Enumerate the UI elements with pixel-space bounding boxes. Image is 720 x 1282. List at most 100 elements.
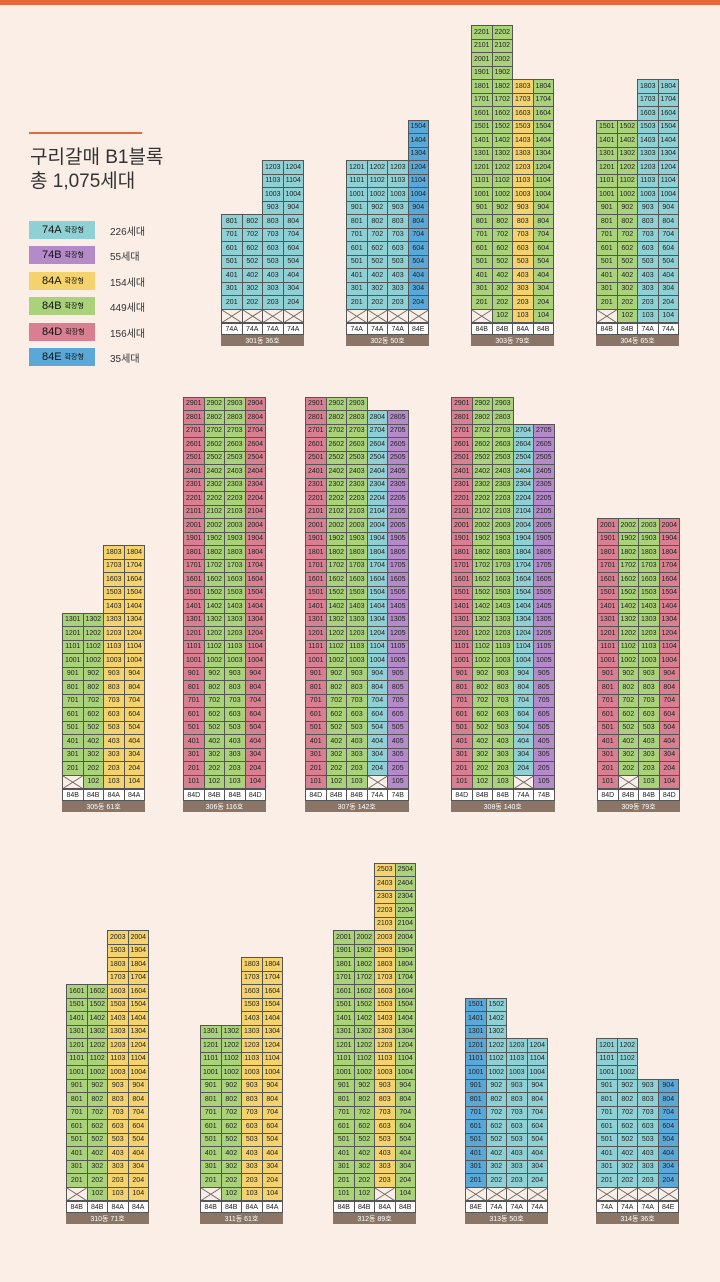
unit-cell: 1202 [220,1038,242,1053]
unit-cell: 1703 [107,970,129,985]
unit-cell: 801 [333,1092,355,1107]
unit-cell: 702 [82,693,104,708]
unit-cell: 2404 [394,876,416,891]
unit-cell: 1504 [394,997,416,1012]
unit-cell: 204 [394,1173,416,1188]
unit-cell: 101 [333,1186,355,1201]
unit-cell: 403 [241,1146,263,1161]
unit-cell: 1802 [491,79,513,94]
unit-cell: 1304 [532,146,554,161]
empty-unit-cell [374,1186,396,1201]
unit-cell: 1604 [512,572,534,587]
unit-cell: 1304 [657,146,679,161]
unit-cell: 1103 [506,1051,528,1066]
unit-cell: 1702 [203,558,225,573]
unit-cell: 503 [637,1132,659,1147]
unit-cell: 104 [127,1186,149,1201]
unit-cell: 405 [533,734,555,749]
unit-cell: 2002 [203,518,225,533]
unit-cell: 2803 [224,410,246,425]
unit-cell: 901 [597,666,619,681]
unit-cell: 401 [62,734,84,749]
unit-cell: 602 [353,1119,375,1134]
unit-cell: 1304 [366,612,388,627]
unit-cell: 1503 [637,119,659,134]
unit-cell: 701 [346,227,368,242]
unit-cell: 701 [596,1105,618,1120]
unit-cell: 302 [616,281,638,296]
unit-cell: 1404 [123,599,145,614]
unit-cell: 2301 [183,477,205,492]
unit-cell: 403 [346,734,368,749]
unit-cell: 904 [532,200,554,215]
unit-cell: 201 [471,295,493,310]
unit-cell: 404 [261,1146,283,1161]
unit-cell: 101 [183,774,205,789]
unit-cell: 1404 [532,133,554,148]
building-label: 306동 116호 [183,801,266,812]
unit-cell: 2501 [451,450,473,465]
unit-cell: 903 [492,666,514,681]
unit-cell: 504 [282,254,304,269]
unit-cell: 1902 [491,65,513,80]
unit-cell: 901 [333,1078,355,1093]
unit-cell: 1402 [617,599,639,614]
building-label: 302동 50호 [346,335,429,346]
unit-cell: 1802 [617,545,639,560]
unit-type-label: 74A [526,1201,548,1213]
unit-cell: 1305 [533,612,555,627]
unit-cell: 2102 [471,504,493,519]
unit-cell: 904 [407,200,429,215]
unit-cell: 301 [596,1159,618,1174]
unit-cell: 1002 [491,187,513,202]
unit-cell: 2402 [325,464,347,479]
unit-cell: 2003 [346,518,368,533]
unit-cell: 2603 [224,437,246,452]
unit-cell: 201 [200,1173,222,1188]
unit-cell: 703 [262,227,284,242]
unit-cell: 1404 [261,1011,283,1026]
unit-cell: 1702 [325,558,347,573]
unit-cell: 2902 [471,396,493,411]
unit-cell: 1301 [183,612,205,627]
unit-cell: 1001 [346,187,368,202]
unit-cell: 705 [387,693,409,708]
unit-cell: 1403 [241,1011,263,1026]
unit-type-label: 74A [637,1201,659,1213]
unit-cell: 304 [657,1159,679,1174]
empty-unit-cell [485,1186,507,1201]
unit-cell: 702 [220,1105,242,1120]
unit-type-label: 84B [617,789,639,801]
unit-cell: 2204 [394,903,416,918]
unit-cell: 1905 [387,531,409,546]
unit-cell: 803 [346,680,368,695]
unit-cell: 1104 [366,639,388,654]
unit-cell: 1704 [366,558,388,573]
unit-cell: 1805 [387,545,409,560]
unit-cell: 1201 [471,160,493,175]
unit-cell: 404 [657,268,679,283]
unit-cell: 703 [374,1105,396,1120]
unit-cell: 2202 [203,491,225,506]
unit-cell: 704 [282,227,304,242]
unit-cell: 1502 [491,119,513,134]
unit-type-label: 74A [241,323,263,335]
unit-cell: 304 [658,747,680,762]
unit-cell: 2303 [374,889,396,904]
unit-type-label: 74A [616,1201,638,1213]
unit-cell: 1102 [616,173,638,188]
unit-cell: 1204 [123,626,145,641]
unit-cell: 1902 [203,531,225,546]
unit-cell: 1302 [86,1024,108,1039]
unit-cell: 205 [533,761,555,776]
unit-cell: 1302 [82,612,104,627]
unit-cell: 1805 [533,545,555,560]
unit-cell: 1303 [107,1024,129,1039]
empty-unit-cell [241,308,263,323]
unit-cell: 2802 [471,410,493,425]
unit-cell: 1305 [387,612,409,627]
unit-cell: 1105 [533,639,555,654]
unit-cell: 203 [374,1173,396,1188]
unit-cell: 1604 [366,572,388,587]
unit-cell: 2005 [533,518,555,533]
